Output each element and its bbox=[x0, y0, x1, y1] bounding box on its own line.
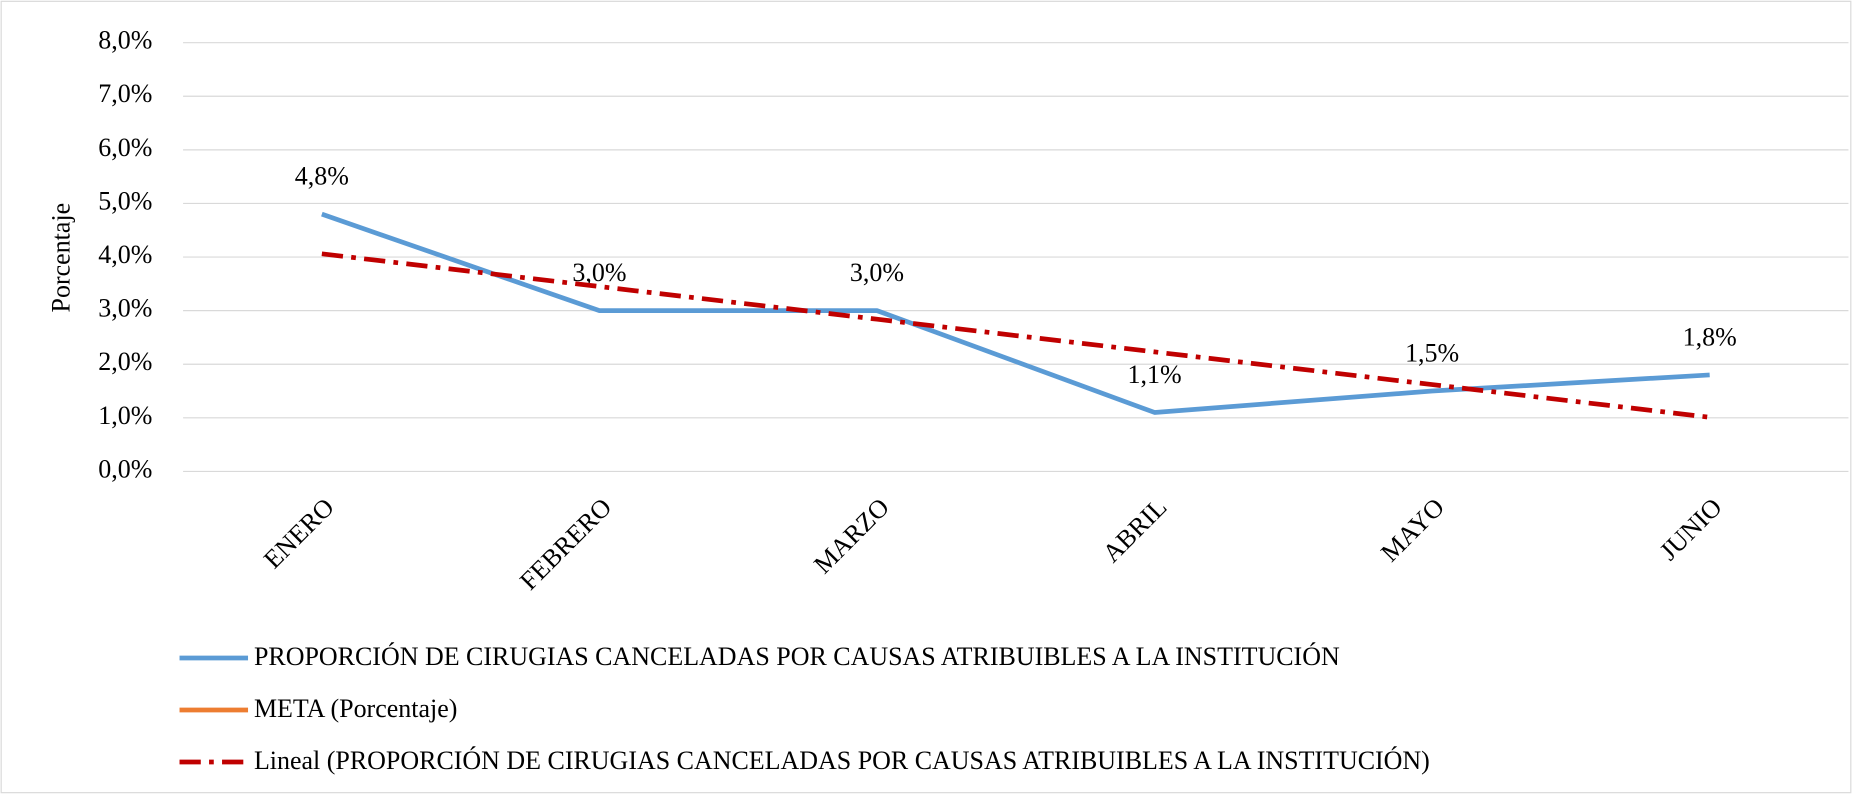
legend-label: PROPORCIÓN DE CIRUGIAS CANCELADAS POR CA… bbox=[254, 642, 1340, 671]
series-line bbox=[321, 251, 1710, 420]
y-tick-label: 6,0% bbox=[98, 133, 152, 162]
data-label: 1,5% bbox=[1405, 339, 1459, 368]
y-tick-label: 7,0% bbox=[98, 79, 152, 108]
legend-label: META (Porcentaje) bbox=[254, 694, 457, 723]
y-tick-label: 3,0% bbox=[98, 294, 152, 323]
y-tick-label: 1,0% bbox=[98, 401, 152, 430]
data-label: 1,1% bbox=[1128, 360, 1182, 389]
y-tick-label: 8,0% bbox=[98, 26, 152, 55]
y-axis-label: Porcentaje bbox=[47, 203, 76, 313]
y-tick-label: 5,0% bbox=[98, 186, 152, 215]
data-label: 4,8% bbox=[295, 162, 349, 191]
data-label: 1,8% bbox=[1683, 322, 1737, 351]
y-tick-label: 2,0% bbox=[98, 347, 152, 376]
y-tick-label: 4,0% bbox=[98, 240, 152, 269]
data-label: 3,0% bbox=[850, 258, 904, 287]
legend-label: Lineal (PROPORCIÓN DE CIRUGIAS CANCELADA… bbox=[254, 746, 1430, 775]
y-tick-label: 0,0% bbox=[98, 454, 152, 483]
